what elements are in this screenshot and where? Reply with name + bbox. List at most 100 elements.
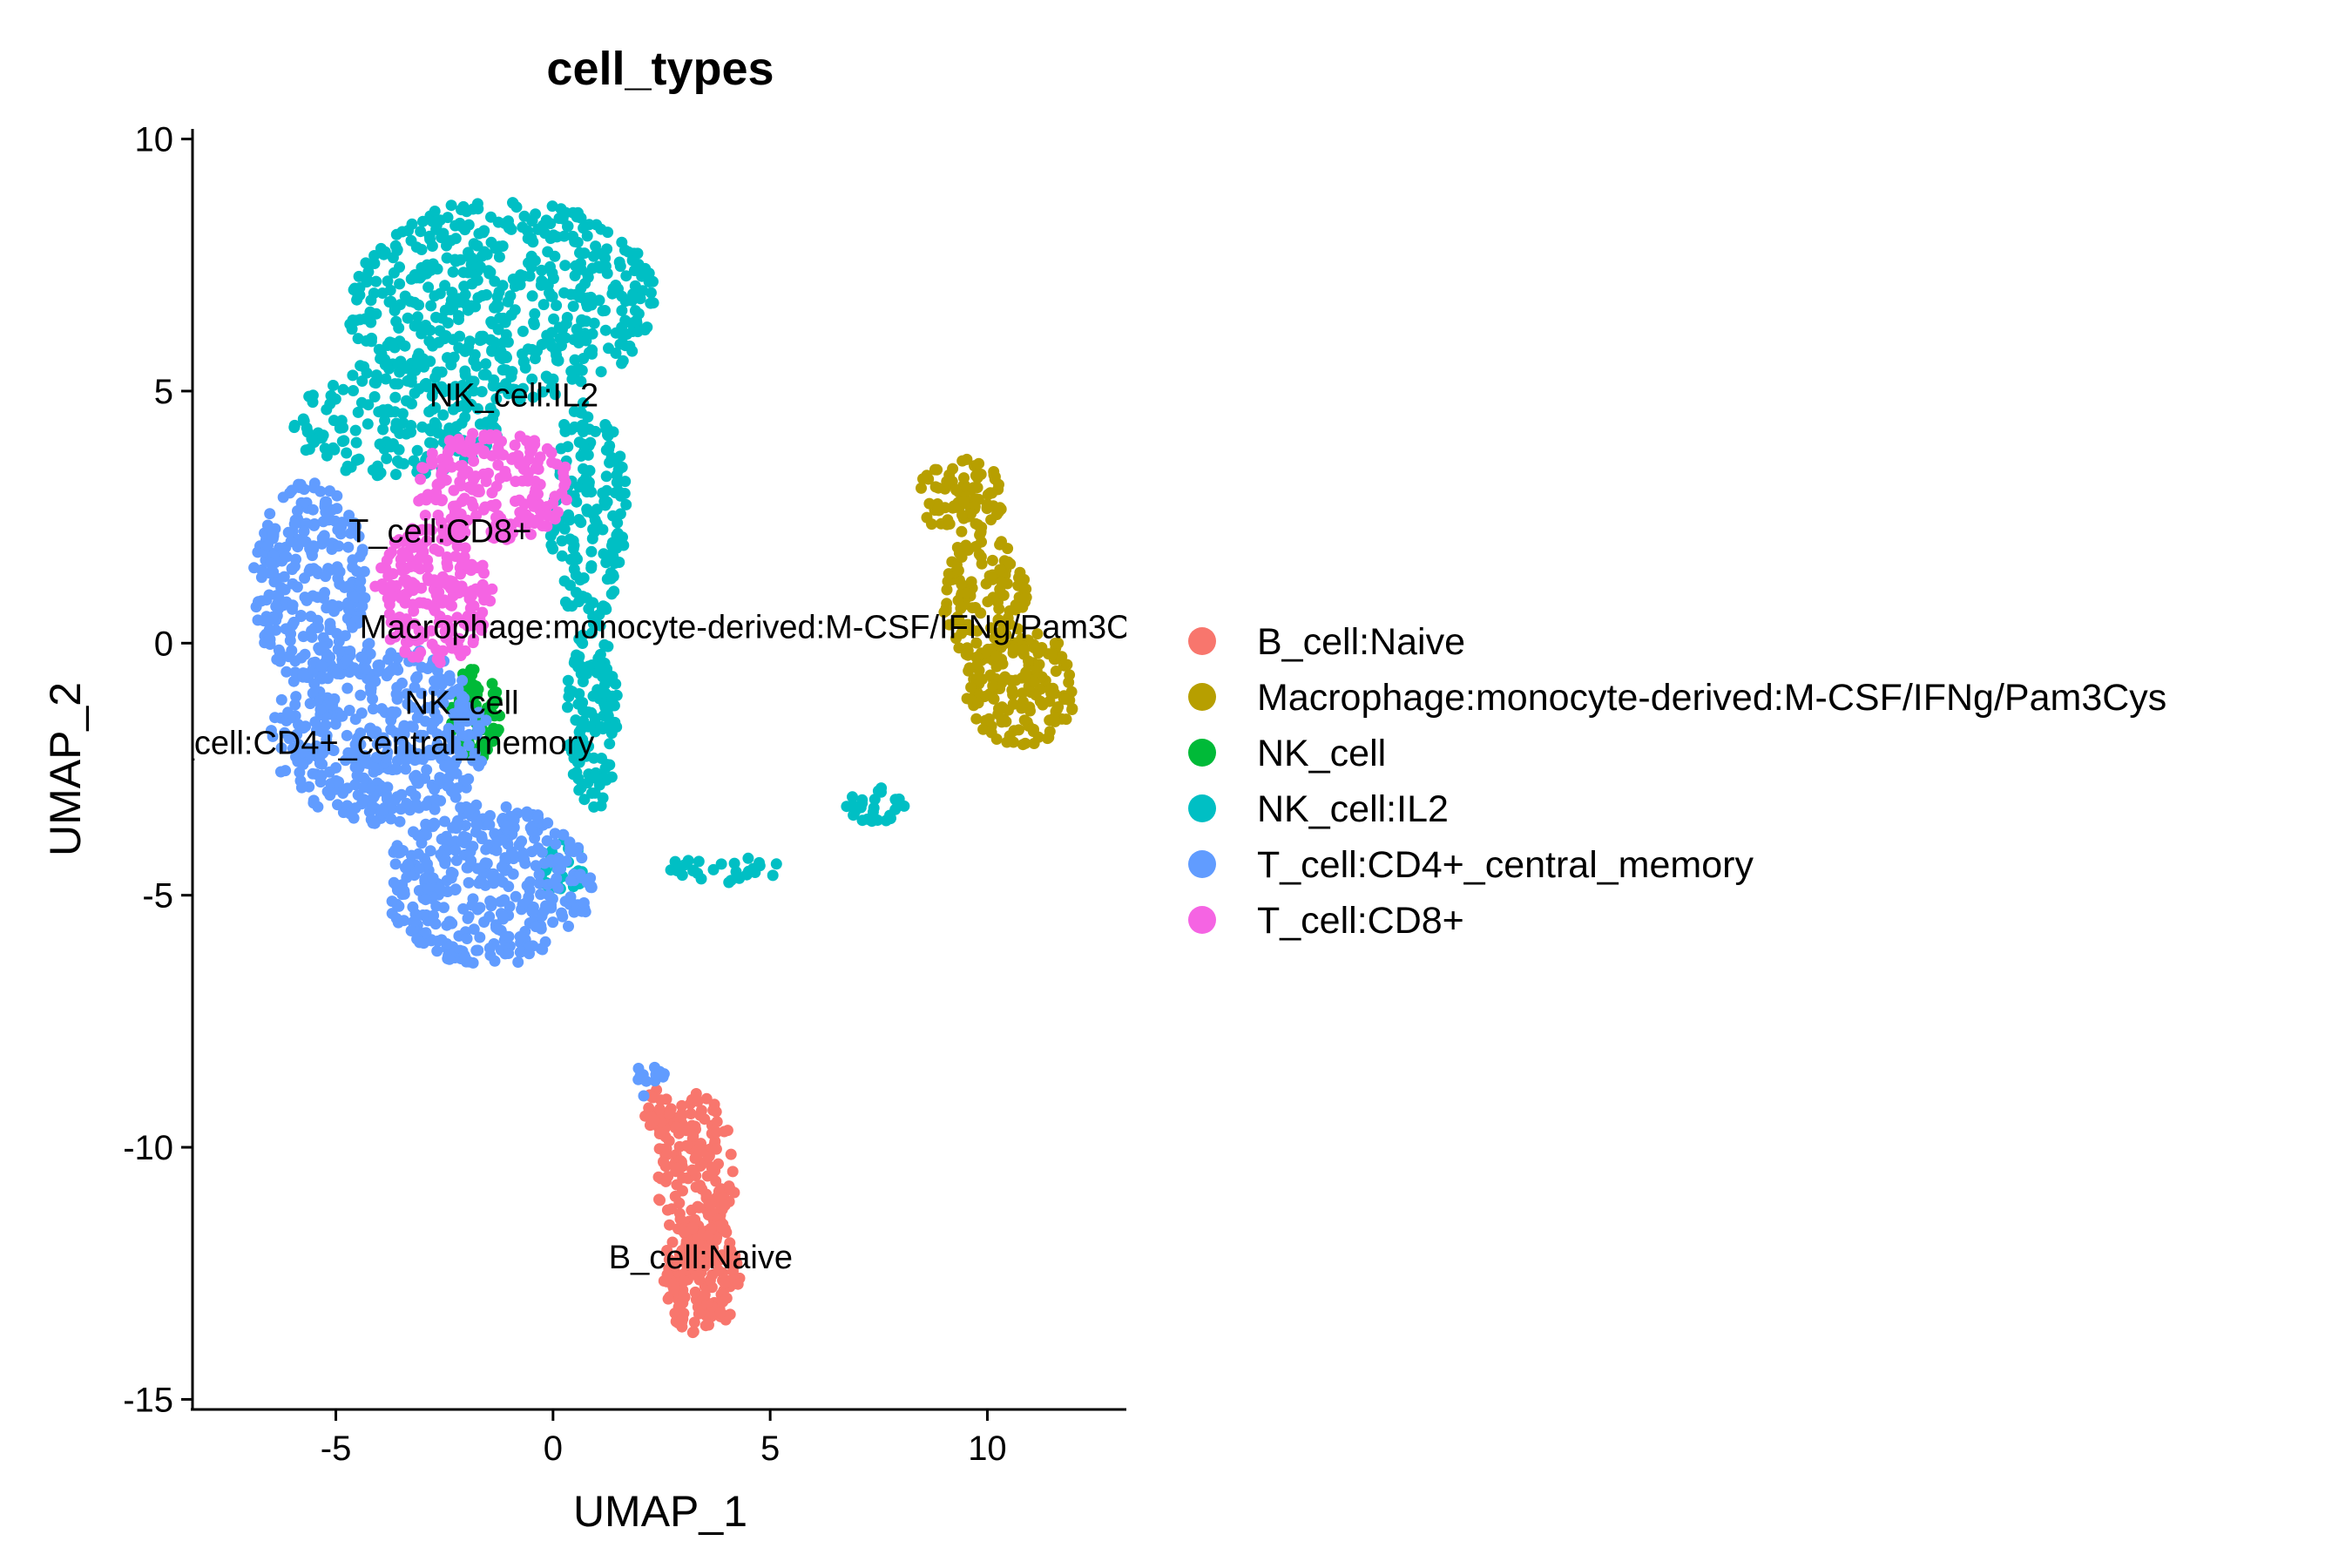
series-3-points [288,197,910,898]
data-point [419,378,431,390]
data-point [389,631,402,643]
data-point [986,554,998,566]
data-point [490,836,503,848]
data-point [544,530,557,542]
data-point [396,677,408,689]
data-point [416,421,429,433]
data-point [438,386,450,398]
data-point [489,336,501,348]
data-point [308,540,320,552]
data-point [916,482,927,494]
data-point [443,743,456,755]
data-point [537,386,549,398]
data-point [648,1114,660,1126]
data-point [871,814,883,826]
data-point [548,313,560,325]
data-point [404,561,416,572]
data-point [368,391,381,402]
data-point [348,522,360,534]
data-point [275,693,287,706]
data-point [926,518,937,531]
data-point [414,936,426,949]
data-point [956,509,968,521]
data-point [526,373,538,385]
data-point [563,691,575,703]
data-point [545,446,558,458]
data-point [356,546,368,558]
data-point [524,270,536,282]
data-point [463,910,475,923]
data-point [436,466,448,478]
data-point [661,1268,673,1281]
data-point [993,478,1004,490]
data-point [578,222,590,234]
data-point [1065,686,1078,698]
data-point [990,650,1002,662]
data-point [616,305,628,316]
data-point [355,651,368,663]
data-point [686,1221,699,1233]
data-point [572,206,584,219]
data-point [320,720,332,731]
data-point [405,744,417,756]
data-point [714,1307,727,1319]
data-point [419,872,431,884]
data-point [441,252,453,264]
data-point [470,818,483,830]
data-point [606,690,618,702]
data-point [443,953,456,965]
data-point [997,589,1010,601]
data-point [578,438,589,450]
data-point [1020,670,1032,682]
data-point [316,532,328,544]
data-point [692,868,704,879]
data-point [965,576,977,588]
data-point [429,803,441,815]
data-point [622,246,634,258]
data-point [471,240,483,252]
data-point [417,462,429,474]
data-point [970,637,983,649]
data-point [429,402,442,414]
data-point [420,894,432,906]
data-point [362,399,375,411]
data-point [373,343,385,355]
data-point [429,543,441,555]
data-point [650,1069,662,1081]
data-point [449,440,461,452]
data-point [347,369,359,382]
data-point [732,1278,744,1290]
data-point [465,855,477,867]
data-point [522,475,534,487]
data-point [473,486,485,497]
data-point [542,817,554,829]
data-point [573,291,585,303]
data-point [411,712,423,724]
data-point [390,580,402,591]
data-point [653,1128,666,1139]
data-point [956,578,968,591]
data-point [588,317,600,329]
data-point [594,648,606,660]
data-point [408,826,419,838]
data-point [586,262,598,274]
data-point [595,720,607,733]
data-point [348,385,359,396]
legend-swatch [1188,627,1216,655]
data-point [331,561,343,573]
data-point [490,480,503,492]
data-point [494,710,505,722]
data-point [426,455,437,466]
data-point [445,359,457,371]
data-point [700,1188,713,1200]
data-point [388,876,400,889]
x-tick-label: -5 [321,1429,352,1468]
data-point [358,794,370,806]
data-point [1001,736,1013,748]
y-tick-label: 0 [154,625,173,663]
data-point [424,436,436,449]
data-point [502,336,514,348]
data-point [504,518,517,531]
data-point [571,586,582,598]
data-point [350,436,362,449]
